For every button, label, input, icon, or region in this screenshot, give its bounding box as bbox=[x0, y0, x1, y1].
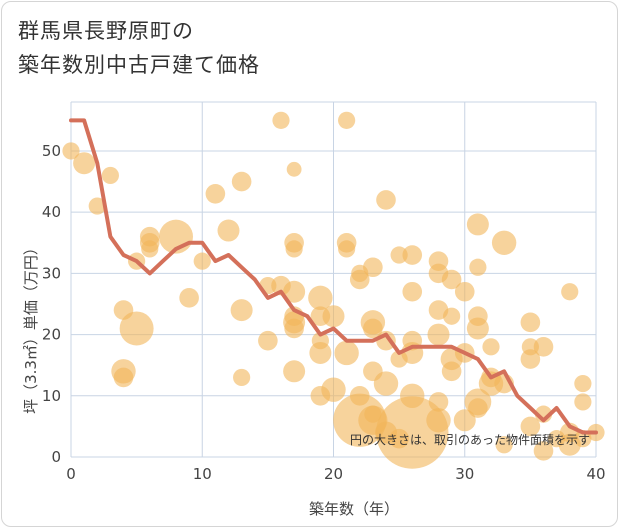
data-bubble bbox=[574, 374, 592, 393]
data-bubble bbox=[454, 281, 475, 302]
size-note: 円の大きさは、取引のあった物件面積を示す bbox=[350, 432, 590, 447]
data-bubble bbox=[468, 398, 488, 418]
data-bubble bbox=[230, 299, 253, 322]
y-tick-label: 10 bbox=[42, 387, 61, 405]
data-bubble bbox=[258, 330, 278, 351]
data-bubble bbox=[309, 341, 332, 364]
data-bubble bbox=[286, 161, 302, 177]
data-bubble bbox=[231, 171, 252, 192]
data-bubble bbox=[205, 184, 226, 204]
data-bubble bbox=[402, 281, 423, 302]
data-bubble bbox=[428, 392, 449, 412]
y-axis-title: 坪（3.3㎡）単価（万円） bbox=[22, 240, 40, 414]
chart-title: 群馬県長野原町の 築年数別中古戸建て価格 bbox=[18, 14, 260, 82]
x-tick-label: 30 bbox=[455, 465, 474, 483]
data-bubble bbox=[520, 312, 541, 333]
data-bubble bbox=[338, 111, 356, 129]
y-tick-label: 30 bbox=[42, 264, 61, 282]
data-bubble bbox=[272, 111, 290, 129]
y-tick-label: 0 bbox=[51, 448, 61, 466]
data-bubble bbox=[73, 152, 96, 175]
y-tick-label: 20 bbox=[42, 326, 61, 344]
data-bubble bbox=[283, 360, 306, 383]
data-bubble bbox=[482, 338, 500, 356]
data-bubble bbox=[284, 318, 304, 339]
data-bubble bbox=[88, 197, 106, 215]
data-bubble bbox=[363, 318, 383, 339]
data-bubble bbox=[495, 436, 513, 454]
x-tick-label: 40 bbox=[586, 465, 605, 483]
data-bubble bbox=[520, 349, 541, 369]
data-bubble bbox=[427, 323, 450, 346]
tick-labels: 0 10 20 30 40 0 10 20 30 40 50 bbox=[42, 142, 606, 483]
data-bubble bbox=[179, 288, 199, 308]
data-bubble bbox=[119, 311, 154, 346]
grid-lines bbox=[70, 101, 597, 458]
x-tick-label: 20 bbox=[324, 465, 343, 483]
data-bubble bbox=[441, 361, 462, 382]
data-bubble bbox=[491, 230, 517, 255]
data-bubble bbox=[574, 393, 592, 411]
x-axis-title: 築年数（年） bbox=[309, 500, 399, 518]
data-bubble bbox=[466, 213, 489, 236]
data-bubble bbox=[453, 409, 476, 432]
data-bubble bbox=[561, 283, 579, 301]
data-bubble bbox=[466, 317, 489, 340]
data-bubble bbox=[443, 307, 461, 325]
bubble-series bbox=[62, 111, 605, 469]
data-bubble bbox=[373, 371, 399, 396]
data-bubble bbox=[376, 190, 396, 210]
data-bubble bbox=[62, 142, 80, 160]
data-bubble bbox=[426, 408, 451, 433]
data-bubble bbox=[363, 257, 383, 278]
data-bubble bbox=[193, 252, 211, 270]
data-bubble bbox=[283, 280, 306, 303]
trend-line-group bbox=[69, 118, 598, 435]
y-tick-label: 40 bbox=[42, 203, 61, 221]
data-bubble bbox=[322, 305, 345, 328]
data-bubble bbox=[533, 337, 554, 357]
data-bubble bbox=[334, 340, 359, 366]
data-bubble bbox=[441, 269, 462, 290]
data-bubble bbox=[349, 269, 370, 290]
data-bubble bbox=[141, 240, 159, 258]
chart-title-line1: 群馬県長野原町の bbox=[18, 19, 194, 43]
trend-line bbox=[69, 118, 598, 435]
data-bubble bbox=[308, 285, 333, 311]
data-bubble bbox=[113, 367, 134, 388]
data-bubble bbox=[321, 377, 346, 402]
data-bubble bbox=[533, 441, 554, 461]
data-bubble bbox=[217, 219, 240, 242]
data-bubble bbox=[520, 416, 541, 437]
data-bubble bbox=[469, 258, 487, 276]
data-bubble bbox=[233, 368, 251, 387]
x-tick-label: 0 bbox=[66, 465, 76, 483]
data-bubble bbox=[101, 166, 119, 185]
y-tick-label: 50 bbox=[42, 142, 61, 160]
x-tick-label: 10 bbox=[193, 465, 212, 483]
chart-title-line2: 築年数別中古戸建て価格 bbox=[18, 53, 260, 77]
data-bubble bbox=[390, 246, 408, 264]
data-bubble bbox=[285, 240, 303, 258]
data-bubble bbox=[338, 240, 356, 258]
data-bubble bbox=[402, 245, 423, 265]
